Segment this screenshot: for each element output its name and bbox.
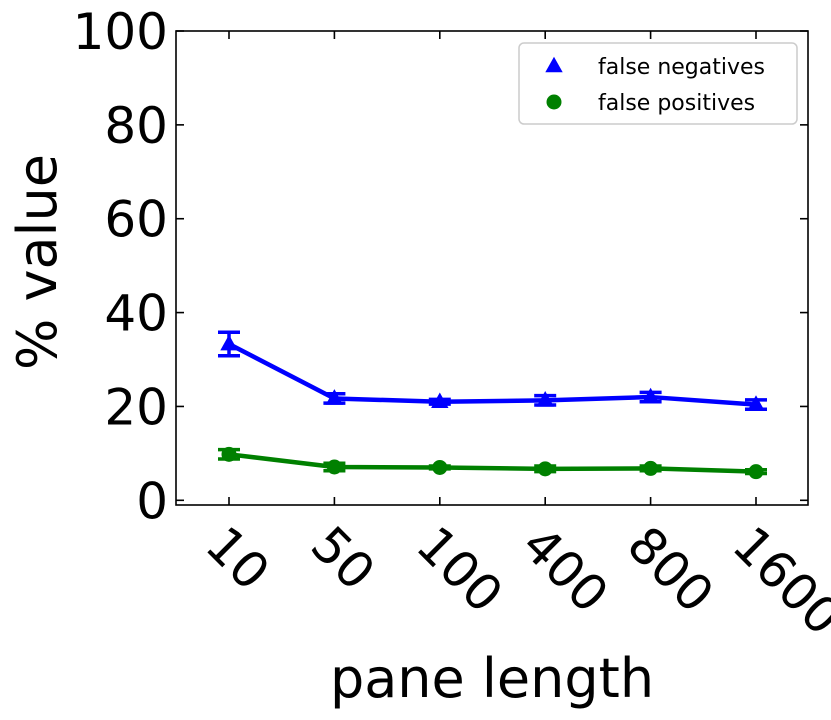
series xyxy=(218,446,767,480)
data-point xyxy=(325,389,344,405)
series-line xyxy=(228,452,757,474)
x-tick-label: 100 xyxy=(405,515,513,623)
y-tick-label: 0 xyxy=(136,472,168,530)
y-tick-label: 80 xyxy=(104,97,168,155)
data-point xyxy=(536,391,554,407)
legend-box xyxy=(518,42,798,125)
data-point xyxy=(220,334,238,351)
series-line xyxy=(227,342,757,407)
y-axis: 0 20 40 60 80 100 xyxy=(73,3,808,530)
series xyxy=(218,330,767,412)
x-tick-label: 1600 xyxy=(722,515,831,646)
legend-label: false positives xyxy=(598,91,755,116)
legend-marker xyxy=(545,56,563,73)
data-point xyxy=(326,459,342,475)
x-axis-label: pane length xyxy=(330,647,654,710)
data-point xyxy=(537,461,553,477)
y-tick-label: 20 xyxy=(104,378,168,436)
y-axis-label: % value xyxy=(6,154,69,370)
plot-frame xyxy=(175,30,809,506)
y-tick-label: 40 xyxy=(104,285,168,343)
x-tick-label: 800 xyxy=(616,515,724,623)
data-point xyxy=(643,460,659,476)
y-tick-label: 100 xyxy=(73,3,168,61)
data-point xyxy=(747,395,765,411)
data-point xyxy=(748,464,764,480)
legend-label: false negatives xyxy=(598,55,765,80)
x-tick-label: 400 xyxy=(511,515,619,623)
y-tick-label: 60 xyxy=(104,191,168,249)
data-point xyxy=(641,387,660,404)
plot-series xyxy=(218,330,767,480)
data-point xyxy=(432,459,448,475)
legend-marker xyxy=(546,94,562,110)
data-point xyxy=(431,392,449,409)
x-tick-label: 10 xyxy=(195,515,281,601)
data-point xyxy=(221,446,237,462)
x-tick-label: 50 xyxy=(300,515,386,601)
legend: false negatives false positives xyxy=(518,42,798,125)
